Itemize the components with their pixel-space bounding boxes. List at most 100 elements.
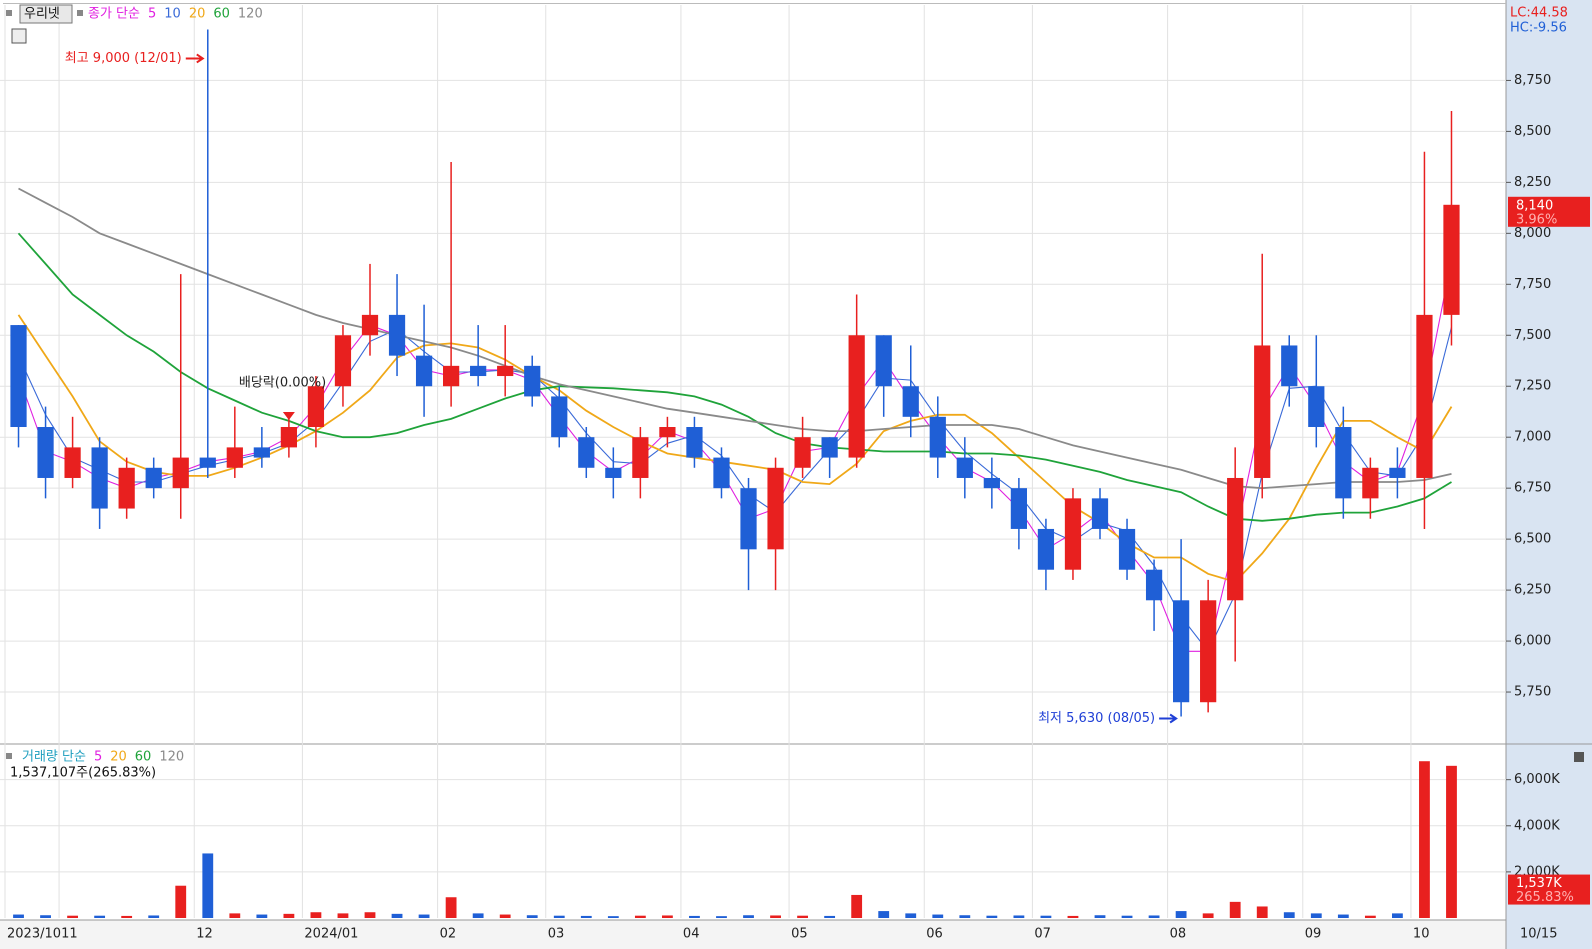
candle-body (1416, 314, 1433, 478)
legend-entry: 60 (135, 750, 152, 765)
volume-bar (1094, 915, 1106, 918)
volume-bar (580, 915, 592, 918)
candle-body (686, 427, 703, 458)
high-arrow (185, 53, 205, 64)
candle-body (1254, 345, 1271, 478)
x-tick-label: 09 (1305, 927, 1322, 942)
y-tick-label: 6,000K (1514, 772, 1560, 787)
close-icon[interactable] (1574, 752, 1584, 762)
y-tick-label: 6,500 (1514, 532, 1551, 547)
right-axis-bg (1506, 0, 1592, 949)
volume-bar (148, 915, 160, 918)
volume-bar (797, 915, 808, 918)
candle-body (172, 457, 189, 489)
volume-bar (67, 915, 78, 918)
volume-bar (40, 915, 51, 918)
candle-body (37, 427, 54, 478)
y-tick-label: 8,000 (1514, 226, 1551, 241)
candle-body (632, 437, 649, 478)
y-tick-label: 7,000 (1514, 430, 1551, 445)
candle-body (740, 488, 757, 550)
candle-body (1200, 600, 1217, 703)
volume-bar (472, 913, 484, 918)
candle-body (1308, 386, 1325, 428)
candle-body (902, 386, 919, 417)
candle-body (1227, 477, 1244, 601)
candle-body (1281, 345, 1298, 387)
volume-bar (770, 915, 781, 918)
volume-bar (256, 914, 268, 918)
volume-bar (175, 885, 187, 918)
volume-bar (878, 911, 890, 918)
legend-entry: 5 (148, 7, 156, 22)
hc-label: HC:-9.56 (1510, 21, 1567, 36)
volume-bar (1067, 915, 1079, 918)
volume-bar (959, 915, 971, 918)
y-tick-label: 7,500 (1514, 328, 1551, 343)
legend-icon (77, 10, 83, 16)
y-tick-label: 8,500 (1514, 124, 1551, 139)
volume-bar (1148, 915, 1160, 918)
lc-label: LC:44.58 (1510, 6, 1568, 21)
volume-bar (743, 915, 754, 918)
candle-body (1091, 498, 1109, 529)
legend-entry: 60 (213, 7, 230, 22)
legend-entry: 120 (238, 7, 263, 22)
top-border (3, 3, 1506, 4)
y-tick-label: 6,250 (1514, 583, 1551, 598)
candle-body (1335, 427, 1352, 499)
candle-body (1118, 528, 1136, 570)
candle-body (956, 457, 973, 478)
x-tick-label: 12 (196, 927, 213, 942)
candle-body (253, 447, 270, 458)
x-tick-label: 08 (1170, 927, 1187, 942)
dividend-marker (282, 412, 295, 420)
volume-bar (986, 915, 998, 918)
candle-body (1064, 498, 1082, 570)
candle-body (983, 477, 1000, 489)
volume-bar (1013, 915, 1025, 918)
legend-entry: 10 (164, 7, 181, 22)
volume-bar (121, 915, 133, 918)
legend-entry: 120 (159, 750, 184, 765)
candle-body (1145, 569, 1163, 601)
ma-line (18, 187, 1452, 490)
volume-bar (1310, 913, 1322, 918)
candle-body (1362, 467, 1379, 499)
y-tick-label: 4,000K (1514, 818, 1560, 833)
candle-body (64, 447, 81, 478)
legend-label: 거래량 단순 (22, 750, 86, 765)
candle-body (524, 365, 541, 397)
candle-body (605, 467, 622, 478)
volume-bar (202, 853, 214, 918)
legend-entry: 20 (189, 7, 206, 22)
volume-bar (1121, 915, 1133, 918)
volume-bar (391, 913, 403, 918)
volume-bar (1175, 911, 1187, 918)
volume-bar (310, 912, 322, 918)
high-annotation: 최고 9,000 (12/01) (65, 51, 182, 66)
volume-bar (716, 916, 727, 918)
x-tick-label: 06 (926, 927, 943, 942)
volume-bar (689, 915, 700, 918)
volume-bar (499, 914, 511, 918)
volume-bar (1283, 912, 1295, 918)
volume-bar (337, 913, 349, 918)
candle-body (118, 467, 135, 509)
candle-body (1173, 600, 1190, 703)
last-price-box (1508, 196, 1590, 227)
candle-body (1037, 528, 1055, 570)
volume-bar (634, 915, 646, 918)
candle-body (1389, 467, 1406, 478)
candle-body (767, 467, 784, 550)
grid-icon[interactable] (11, 28, 27, 44)
x-tick-label: 11 (61, 927, 78, 942)
y-tick-label: 5,750 (1514, 685, 1551, 700)
low-arrow (1159, 713, 1178, 724)
last-price: 8,140 (1516, 198, 1553, 213)
candle-body (848, 335, 865, 458)
legend-icon (6, 10, 12, 16)
